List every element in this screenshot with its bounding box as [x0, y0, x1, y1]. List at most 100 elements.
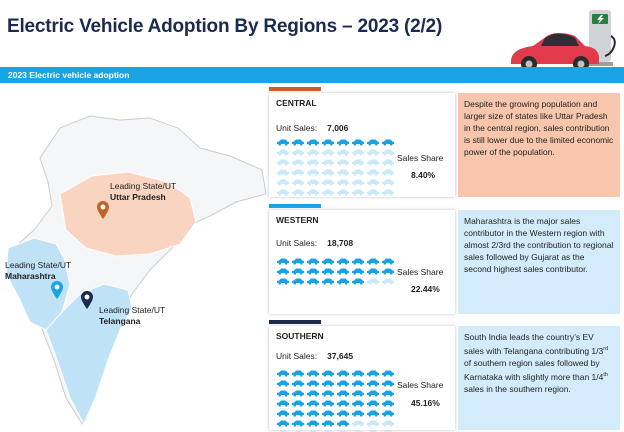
sales-share-label: Sales Share: [397, 267, 444, 277]
car-icon: [322, 410, 334, 417]
car-icon: [337, 400, 349, 407]
car-icon: [352, 258, 364, 265]
car-icon: [352, 400, 364, 407]
region-description-southern: South India leads the country’s EV sales…: [458, 326, 620, 430]
map-label-caption: Leading State/UT: [99, 305, 166, 315]
car-icon: [277, 139, 289, 146]
car-icon: [382, 268, 394, 275]
car-icon: [292, 380, 304, 387]
unit-sales-row: Unit Sales: 7,006: [276, 123, 348, 133]
car-icon: [277, 159, 289, 166]
car-icon: [322, 380, 334, 387]
region-card-southern: SOUTHERN Unit Sales: 37,645 Sales Share 4…: [269, 320, 455, 432]
car-icon: [307, 268, 319, 275]
car-icon: [382, 390, 394, 397]
car-icon: [337, 278, 349, 285]
car-icon: [337, 159, 349, 166]
region-description-western: Maharashtra is the major sales contribut…: [458, 210, 620, 314]
car-icon: [367, 258, 379, 265]
map-pin-icon: [81, 291, 93, 309]
car-icon: [367, 420, 379, 427]
car-icon: [277, 370, 289, 377]
car-icon: [367, 159, 379, 166]
map-label-maharashtra: Leading State/UT Maharashtra: [5, 260, 71, 282]
map-label-telangana: Leading State/UT Telangana: [99, 305, 165, 327]
india-map: [5, 115, 267, 426]
car-icon: [382, 189, 394, 196]
map-label-uttar-pradesh: Leading State/UT Uttar Pradesh: [110, 181, 176, 203]
car-icon: [277, 169, 289, 176]
car-icon: [307, 380, 319, 387]
car-icon: [322, 189, 334, 196]
description-superscript: th: [603, 371, 608, 378]
sales-share-label: Sales Share: [397, 153, 444, 163]
map-label-caption: Leading State/UT: [110, 181, 177, 191]
car-icon: [337, 169, 349, 176]
car-icon: [307, 410, 319, 417]
car-icon: [277, 258, 289, 265]
car-icon: [337, 380, 349, 387]
car-icon: [352, 278, 364, 285]
region-name: SOUTHERN: [276, 331, 324, 341]
car-icon: [352, 169, 364, 176]
car-icon: [352, 189, 364, 196]
car-icon: [322, 169, 334, 176]
car-icon: [367, 189, 379, 196]
car-icon: [307, 390, 319, 397]
car-icon: [277, 189, 289, 196]
car-icon: [382, 380, 394, 387]
car-icon: [307, 169, 319, 176]
car-icon: [307, 189, 319, 196]
region-color-bar: [269, 320, 321, 324]
car-icon: [292, 370, 304, 377]
car-icon: [307, 149, 319, 156]
unit-sales-label: Unit Sales:: [276, 238, 318, 248]
region-name: CENTRAL: [276, 98, 317, 108]
car-icon: [352, 179, 364, 186]
car-icon: [367, 139, 379, 146]
car-icon: [292, 189, 304, 196]
map-pin-icon: [51, 281, 63, 299]
car-icon: [337, 268, 349, 275]
car-icon: [337, 420, 349, 427]
sales-share-value: 22.44%: [411, 284, 440, 294]
car-icon: [307, 400, 319, 407]
car-icon: [307, 159, 319, 166]
car-icon-grid: [276, 138, 395, 196]
page-title: Electric Vehicle Adoption By Regions – 2…: [7, 16, 443, 37]
car-icon: [382, 278, 394, 285]
car-icon: [382, 179, 394, 186]
car-icon: [382, 410, 394, 417]
car-icon: [352, 139, 364, 146]
unit-sales-value: 37,645: [327, 351, 354, 361]
car-icon: [322, 159, 334, 166]
region-name: WESTERN: [276, 215, 319, 225]
unit-sales-row: Unit Sales: 37,645: [276, 351, 353, 361]
unit-sales-row: Unit Sales: 18,708: [276, 238, 353, 248]
car-icon: [292, 390, 304, 397]
car-icon: [367, 179, 379, 186]
car-icon: [292, 149, 304, 156]
car-icon: [322, 370, 334, 377]
region-card-western: WESTERN Unit Sales: 18,708 Sales Share 22…: [269, 204, 455, 314]
car-icon: [292, 420, 304, 427]
car-icon: [277, 268, 289, 275]
car-icon: [307, 179, 319, 186]
car-icon: [382, 420, 394, 427]
car-icon: [292, 159, 304, 166]
sales-share-label: Sales Share: [397, 380, 444, 390]
car-icon: [292, 179, 304, 186]
unit-sales-value: 18,708: [327, 238, 354, 248]
car-icon: [382, 169, 394, 176]
car-icon: [322, 258, 334, 265]
car-icon-grid: [276, 257, 395, 285]
car-icon: [367, 390, 379, 397]
region-description-central: Despite the growing population and large…: [458, 93, 620, 197]
map-label-state: Uttar Pradesh: [110, 192, 166, 202]
description-text: Despite the growing population and large…: [464, 99, 614, 157]
section-banner: 2023 Electric vehicle adoption: [0, 67, 624, 83]
car-icon: [367, 410, 379, 417]
description-text: South India leads the country’s EV sales…: [464, 332, 604, 356]
car-icon: [322, 278, 334, 285]
car-icon: [367, 149, 379, 156]
